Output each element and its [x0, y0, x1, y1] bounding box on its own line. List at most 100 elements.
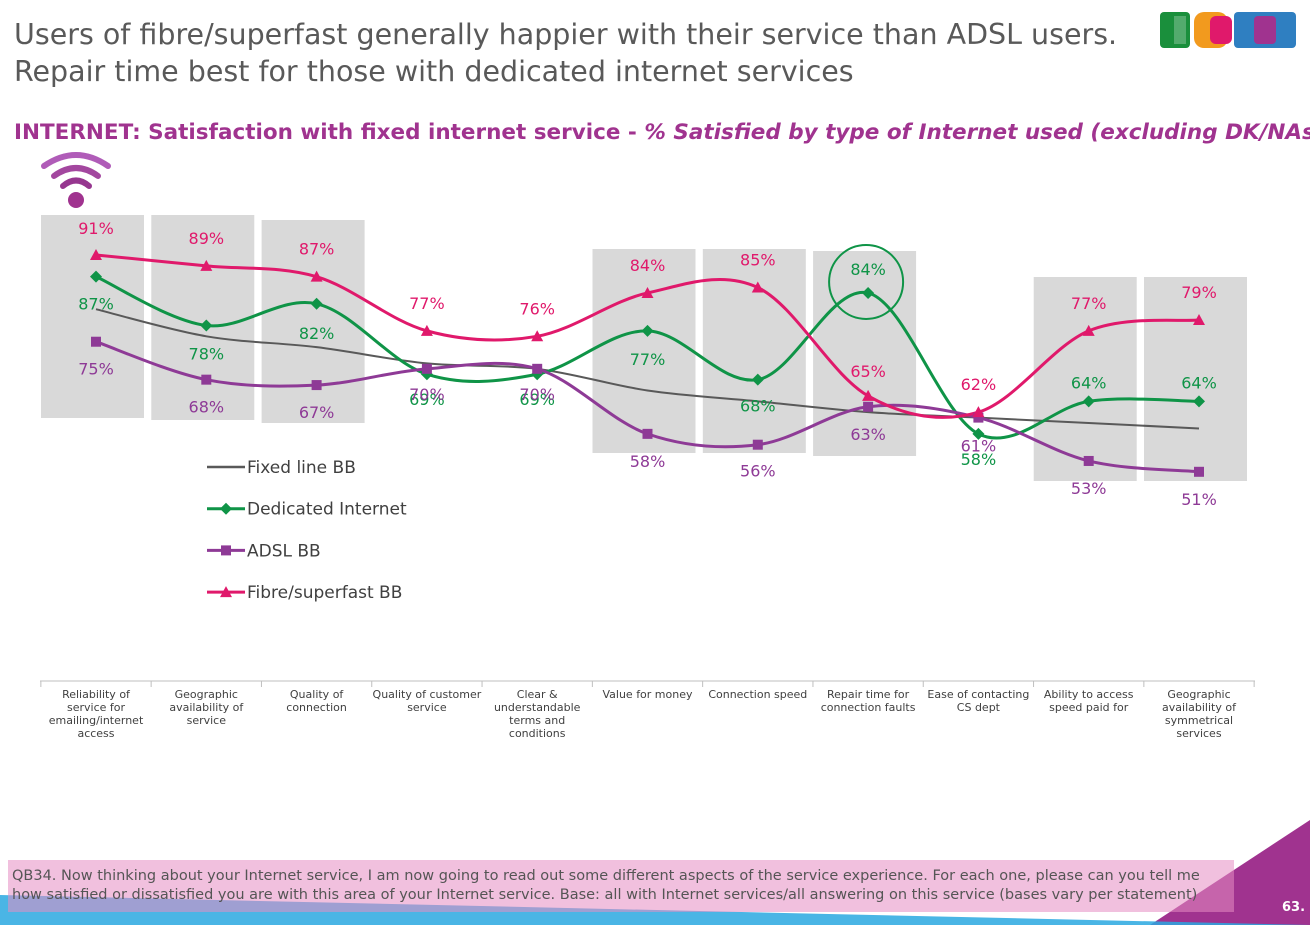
title-line-2: Repair time best for those with dedicate…: [14, 55, 854, 88]
x-tick-label: Geographic availability of service: [169, 688, 244, 727]
data-label-adsl-bb: 56%: [740, 462, 776, 481]
data-point-dedicated-internet: [200, 319, 213, 332]
x-tick-label: Quality of customer service: [373, 688, 482, 714]
data-point-fibre-superfast-bb: [641, 286, 654, 298]
data-point-fibre-superfast-bb: [972, 406, 985, 418]
data-label-dedicated-internet: 68%: [740, 397, 776, 416]
legend-marker-dedicated-internet: [220, 502, 232, 515]
data-point-adsl-bb: [1083, 455, 1094, 466]
x-tick-label: Repair time for connection faults: [821, 688, 916, 714]
category-highlight-box: [592, 249, 696, 453]
x-tick-label: Geographic availability of symmetrical serv…: [1162, 688, 1237, 740]
data-point-dedicated-internet: [1082, 395, 1095, 408]
data-label-dedicated-internet: 82%: [299, 324, 335, 343]
data-label-dedicated-internet: 64%: [1071, 373, 1107, 392]
data-label-dedicated-internet: 84%: [850, 260, 886, 279]
data-label-adsl-bb: 58%: [630, 452, 666, 471]
x-tick-label: Reliability of service for emailing/intern…: [49, 688, 144, 740]
data-label-adsl-bb: 61%: [961, 437, 997, 456]
category-highlight-box: [1144, 277, 1247, 481]
series-line-dedicated-internet: [95, 275, 1200, 440]
data-label-fibre-superfast-bb: 87%: [299, 240, 335, 259]
data-label-fibre-superfast-bb: 77%: [409, 294, 445, 313]
page-title: Users of fibre/superfast generally happi…: [14, 16, 1134, 90]
legend-marker-fibre-superfast-bb: [220, 586, 232, 598]
legend-label-fibre-superfast-bb: Fibre/superfast BB: [247, 583, 402, 603]
data-label-adsl-bb: 51%: [1181, 490, 1217, 509]
x-tick-label: Quality of connection: [286, 688, 347, 714]
subtitle-main: INTERNET: Satisfaction with fixed intern…: [14, 120, 645, 145]
category-highlight-box: [702, 249, 806, 453]
data-point-dedicated-internet: [90, 270, 102, 283]
data-label-adsl-bb: 67%: [299, 403, 335, 422]
data-label-adsl-bb: 63%: [850, 425, 886, 444]
data-point-dedicated-internet: [862, 286, 875, 299]
category-highlight-box: [813, 251, 917, 456]
data-point-fibre-superfast-bb: [90, 249, 102, 260]
data-point-fibre-superfast-bb: [1082, 324, 1095, 336]
data-label-fibre-superfast-bb: 91%: [78, 219, 114, 238]
data-label-fibre-superfast-bb: 84%: [630, 256, 666, 275]
data-point-fibre-superfast-bb: [1193, 314, 1205, 326]
data-point-fibre-superfast-bb: [200, 259, 213, 271]
data-label-adsl-bb: 70%: [519, 385, 555, 404]
x-tick-label: Value for money: [602, 688, 693, 701]
data-label-adsl-bb: 68%: [189, 398, 225, 417]
data-point-adsl-bb: [642, 428, 653, 439]
data-label-dedicated-internet: 58%: [961, 450, 997, 469]
data-label-fibre-superfast-bb: 76%: [519, 299, 555, 318]
data-point-adsl-bb: [421, 363, 432, 374]
data-point-dedicated-internet: [310, 297, 323, 310]
page-number: 63.: [1282, 900, 1306, 915]
data-point-fibre-superfast-bb: [862, 389, 875, 401]
x-tick-label: Clear & understandable terms and conditions: [494, 688, 581, 740]
data-point-dedicated-internet: [641, 324, 654, 337]
data-point-adsl-bb: [311, 380, 322, 391]
legend-label-fixed-line-bb: Fixed line BB: [247, 458, 356, 478]
data-label-dedicated-internet: 69%: [409, 390, 445, 409]
data-label-fibre-superfast-bb: 65%: [850, 362, 886, 381]
wifi-icon: [41, 152, 111, 208]
x-tick-label: Connection speed: [708, 688, 807, 701]
legend-label-adsl-bb: ADSL BB: [247, 541, 321, 561]
legend-marker-adsl-bb: [221, 545, 231, 556]
data-point-fibre-superfast-bb: [751, 281, 764, 293]
title-line-1: Users of fibre/superfast generally happi…: [14, 18, 1118, 51]
data-label-dedicated-internet: 64%: [1181, 373, 1217, 392]
data-point-fibre-superfast-bb: [531, 330, 544, 342]
data-point-dedicated-internet: [751, 373, 764, 386]
data-point-adsl-bb: [201, 374, 212, 385]
data-point-adsl-bb: [752, 439, 763, 450]
legend-label-dedicated-internet: Dedicated Internet: [247, 500, 407, 520]
chart-subtitle: INTERNET: Satisfaction with fixed intern…: [14, 120, 1310, 145]
data-label-dedicated-internet: 69%: [519, 390, 555, 409]
data-label-adsl-bb: 75%: [78, 360, 114, 379]
data-point-dedicated-internet: [972, 427, 985, 440]
data-label-fibre-superfast-bb: 85%: [740, 251, 776, 270]
data-point-fibre-superfast-bb: [310, 270, 323, 282]
data-label-fibre-superfast-bb: 89%: [189, 229, 225, 248]
data-point-adsl-bb: [973, 412, 984, 423]
x-tick-label: Ease of contacting CS dept: [927, 688, 1029, 714]
data-label-fibre-superfast-bb: 62%: [961, 375, 997, 394]
data-label-fibre-superfast-bb: 79%: [1181, 283, 1217, 302]
jgw-research-logo: [1160, 12, 1296, 48]
data-label-fibre-superfast-bb: 77%: [1071, 294, 1107, 313]
footnote: QB34. Now thinking about your Internet s…: [8, 860, 1234, 912]
data-point-adsl-bb: [91, 336, 101, 347]
data-label-adsl-bb: 53%: [1071, 479, 1107, 498]
subtitle-italic: % Satisfied by type of Internet used (ex…: [644, 120, 1310, 145]
data-point-adsl-bb: [1194, 466, 1204, 477]
data-label-dedicated-internet: 77%: [630, 350, 666, 369]
category-highlight-box: [151, 215, 255, 420]
x-tick-label: Ability to access speed paid for: [1044, 688, 1134, 714]
series-line-fixed-line-bb: [95, 308, 1200, 430]
highlight-circle: [828, 243, 905, 320]
data-point-fibre-superfast-bb: [420, 324, 433, 336]
data-label-dedicated-internet: 87%: [78, 295, 114, 314]
data-point-adsl-bb: [863, 401, 874, 412]
data-point-adsl-bb: [532, 363, 543, 374]
data-point-dedicated-internet: [1193, 395, 1205, 408]
